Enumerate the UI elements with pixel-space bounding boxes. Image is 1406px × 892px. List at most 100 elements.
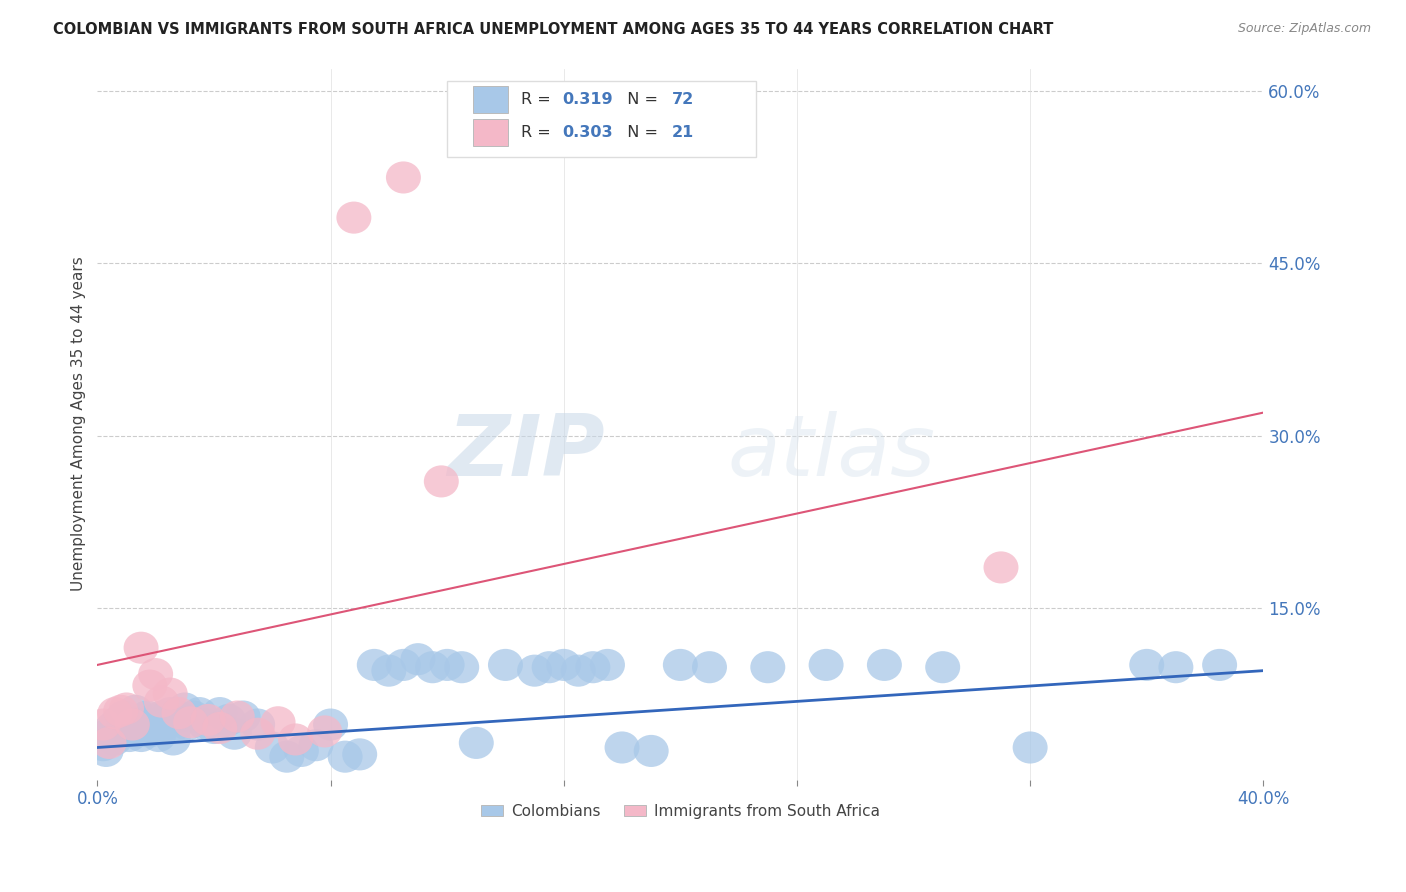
Ellipse shape	[94, 712, 129, 744]
Ellipse shape	[188, 708, 222, 740]
Ellipse shape	[97, 697, 132, 729]
Ellipse shape	[517, 655, 553, 687]
Ellipse shape	[121, 715, 156, 747]
Ellipse shape	[141, 720, 176, 752]
Ellipse shape	[173, 706, 208, 739]
Ellipse shape	[371, 655, 406, 687]
Ellipse shape	[385, 161, 420, 194]
Ellipse shape	[153, 697, 188, 729]
Ellipse shape	[423, 466, 458, 498]
Ellipse shape	[1202, 648, 1237, 681]
Ellipse shape	[135, 704, 170, 736]
Ellipse shape	[634, 735, 669, 767]
Text: COLOMBIAN VS IMMIGRANTS FROM SOUTH AFRICA UNEMPLOYMENT AMONG AGES 35 TO 44 YEARS: COLOMBIAN VS IMMIGRANTS FROM SOUTH AFRIC…	[53, 22, 1054, 37]
Ellipse shape	[240, 718, 276, 750]
Ellipse shape	[86, 729, 121, 761]
FancyBboxPatch shape	[447, 80, 756, 157]
Ellipse shape	[575, 651, 610, 683]
Ellipse shape	[751, 651, 786, 683]
Ellipse shape	[91, 718, 127, 750]
Ellipse shape	[138, 708, 173, 740]
Ellipse shape	[385, 648, 420, 681]
Ellipse shape	[217, 718, 252, 750]
Ellipse shape	[127, 708, 162, 740]
Ellipse shape	[132, 670, 167, 702]
Ellipse shape	[219, 700, 254, 732]
Ellipse shape	[270, 740, 304, 772]
Ellipse shape	[138, 658, 173, 690]
Ellipse shape	[176, 700, 211, 732]
Ellipse shape	[132, 715, 167, 747]
Text: Source: ZipAtlas.com: Source: ZipAtlas.com	[1237, 22, 1371, 36]
Ellipse shape	[115, 708, 150, 740]
Ellipse shape	[91, 727, 127, 759]
Ellipse shape	[591, 648, 624, 681]
Ellipse shape	[458, 727, 494, 759]
Ellipse shape	[225, 700, 260, 732]
Ellipse shape	[110, 712, 143, 744]
Ellipse shape	[298, 729, 333, 761]
Ellipse shape	[336, 202, 371, 234]
Ellipse shape	[260, 706, 295, 739]
Ellipse shape	[202, 697, 238, 729]
Ellipse shape	[124, 720, 159, 752]
Ellipse shape	[605, 731, 640, 764]
Ellipse shape	[129, 700, 165, 732]
Ellipse shape	[284, 735, 319, 767]
Ellipse shape	[97, 723, 132, 756]
Ellipse shape	[211, 704, 246, 736]
Ellipse shape	[153, 678, 188, 710]
Ellipse shape	[143, 700, 179, 732]
Ellipse shape	[105, 700, 141, 732]
Ellipse shape	[103, 695, 138, 727]
Ellipse shape	[150, 704, 184, 736]
Ellipse shape	[86, 708, 121, 740]
Ellipse shape	[156, 723, 191, 756]
Ellipse shape	[254, 731, 290, 764]
Text: 21: 21	[672, 125, 695, 140]
Ellipse shape	[191, 704, 225, 736]
Ellipse shape	[328, 740, 363, 772]
Ellipse shape	[118, 695, 153, 727]
Legend: Colombians, Immigrants from South Africa: Colombians, Immigrants from South Africa	[474, 798, 886, 825]
Text: ZIP: ZIP	[447, 411, 605, 494]
Ellipse shape	[808, 648, 844, 681]
Ellipse shape	[314, 708, 349, 740]
Ellipse shape	[124, 632, 159, 664]
Ellipse shape	[488, 648, 523, 681]
Ellipse shape	[531, 651, 567, 683]
Ellipse shape	[1159, 651, 1194, 683]
Ellipse shape	[444, 651, 479, 683]
Text: N =: N =	[617, 125, 664, 140]
Ellipse shape	[159, 708, 194, 740]
Ellipse shape	[925, 651, 960, 683]
Ellipse shape	[115, 706, 150, 739]
Text: N =: N =	[617, 92, 664, 107]
Text: R =: R =	[520, 92, 555, 107]
Ellipse shape	[430, 648, 464, 681]
Ellipse shape	[240, 708, 276, 740]
Ellipse shape	[170, 708, 205, 740]
Text: 0.303: 0.303	[562, 125, 613, 140]
FancyBboxPatch shape	[472, 86, 508, 113]
Ellipse shape	[1129, 648, 1164, 681]
Ellipse shape	[197, 712, 232, 744]
Text: 0.319: 0.319	[562, 92, 613, 107]
Text: atlas: atlas	[727, 411, 935, 494]
Ellipse shape	[415, 651, 450, 683]
Ellipse shape	[308, 715, 342, 747]
Ellipse shape	[692, 651, 727, 683]
Ellipse shape	[1012, 731, 1047, 764]
Ellipse shape	[167, 692, 202, 724]
Ellipse shape	[89, 735, 124, 767]
Ellipse shape	[162, 700, 197, 732]
Ellipse shape	[868, 648, 901, 681]
Ellipse shape	[401, 643, 436, 675]
Ellipse shape	[357, 648, 392, 681]
Ellipse shape	[100, 706, 135, 739]
Ellipse shape	[984, 551, 1018, 583]
Ellipse shape	[110, 692, 143, 724]
Ellipse shape	[278, 723, 314, 756]
Ellipse shape	[112, 720, 146, 752]
Text: R =: R =	[520, 125, 555, 140]
